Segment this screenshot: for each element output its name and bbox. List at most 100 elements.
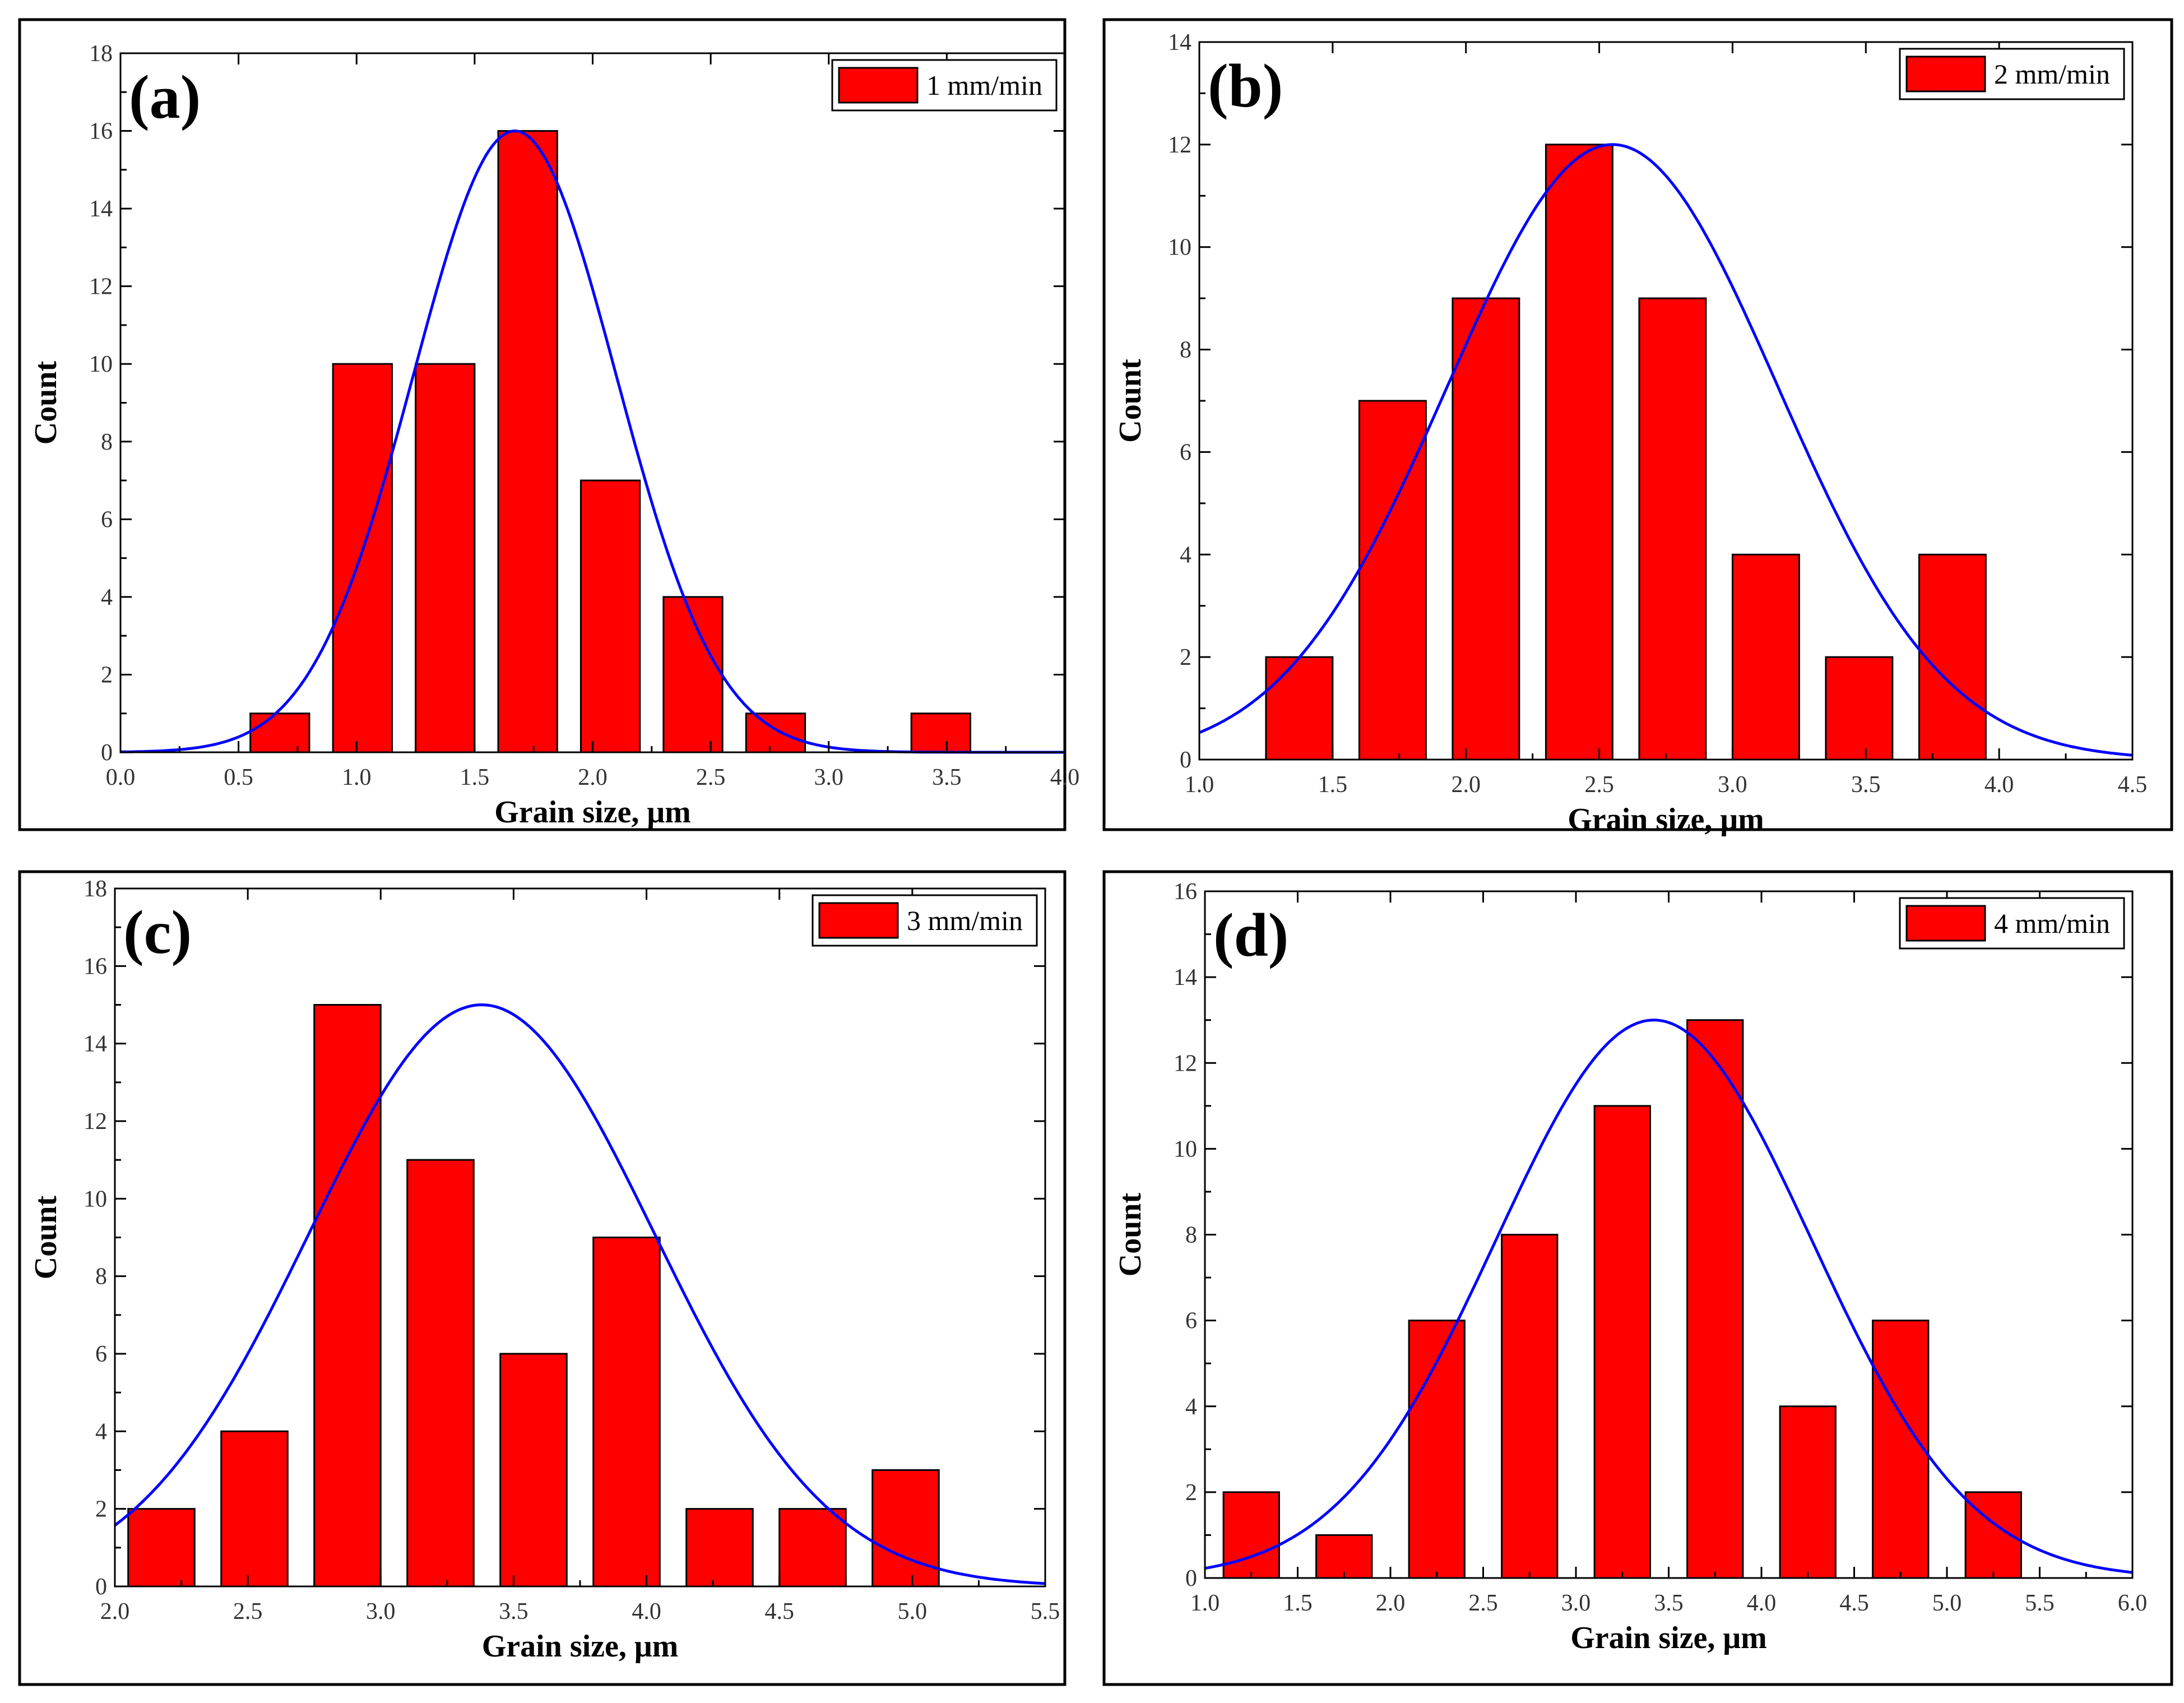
y-tick-label: 12 bbox=[1168, 132, 1191, 158]
y-tick-label: 4 bbox=[1180, 542, 1191, 568]
bar-4 bbox=[497, 130, 558, 753]
x-tick-label: 2.0 bbox=[578, 765, 608, 790]
y-tick-label: 14 bbox=[1168, 30, 1191, 55]
x-tick-label: 1.5 bbox=[1318, 772, 1348, 798]
bar-7 bbox=[745, 712, 806, 753]
x-axis-label: Grain size, μm bbox=[1570, 1621, 1767, 1655]
bar-5 bbox=[1593, 1105, 1651, 1579]
legend-swatch bbox=[818, 902, 899, 939]
x-tick-label: 4.0 bbox=[1747, 1590, 1777, 1616]
legend: 1 mm/min bbox=[831, 59, 1058, 112]
bar-8 bbox=[1918, 553, 1987, 761]
y-tick-label: 18 bbox=[84, 876, 107, 902]
x-axis: 1.0 1.5 2.0 2.5 3.0 3.5 4.0 4.5 bbox=[1185, 42, 2148, 798]
y-tick-label: 2 bbox=[1180, 645, 1191, 670]
y-tick-label: 6 bbox=[101, 507, 113, 533]
x-tick-label: 5.0 bbox=[898, 1599, 928, 1625]
y-tick-label: 4 bbox=[1185, 1394, 1197, 1420]
bar-4 bbox=[1501, 1234, 1559, 1579]
y-tick-label: 16 bbox=[1174, 879, 1197, 905]
y-tick-label: 6 bbox=[1185, 1308, 1197, 1334]
y-tick-label: 8 bbox=[101, 429, 113, 455]
legend: 2 mm/min bbox=[1899, 48, 2125, 100]
x-tick-label: 3.5 bbox=[932, 765, 962, 790]
x-tick-label: 3.0 bbox=[366, 1599, 396, 1625]
y-tick-label: 10 bbox=[84, 1186, 107, 1212]
bar-3 bbox=[415, 363, 476, 753]
x-axis: 2.0 2.5 3.0 3.5 4.0 4.5 5.0 5.5 bbox=[100, 888, 1060, 1625]
x-tick-label: 2.0 bbox=[1451, 772, 1481, 798]
bar-3 bbox=[1452, 297, 1520, 761]
y-tick-label: 10 bbox=[1168, 235, 1191, 261]
x-tick-label: 4.0 bbox=[1984, 772, 2014, 798]
x-tick-label: 3.5 bbox=[1654, 1590, 1684, 1616]
bar-1 bbox=[1222, 1491, 1280, 1579]
chart-panel-c: 2.0 2.5 3.0 3.5 4.0 4.5 5.0 5.5 0 2 4 6 8 10 12 14 16 18 G… bbox=[18, 870, 1067, 1686]
legend-label: 2 mm/min bbox=[1994, 58, 2110, 90]
x-tick-label: 2.5 bbox=[233, 1599, 263, 1625]
y-tick-label: 0 bbox=[1185, 1566, 1197, 1591]
x-tick-label: 4.5 bbox=[764, 1599, 794, 1625]
x-tick-label: 2.0 bbox=[1376, 1590, 1406, 1616]
x-tick-label: 4.0 bbox=[632, 1599, 661, 1625]
y-tick-label: 14 bbox=[1174, 965, 1197, 991]
y-tick-label: 8 bbox=[95, 1264, 107, 1290]
bar-5 bbox=[1638, 297, 1707, 761]
y-axis-label: Count bbox=[1113, 359, 1148, 443]
y-tick-label: 14 bbox=[84, 1031, 107, 1057]
x-tick-label: 4.5 bbox=[2118, 772, 2148, 798]
legend-swatch bbox=[1905, 905, 1986, 942]
legend-label: 3 mm/min bbox=[907, 905, 1023, 936]
bars bbox=[1222, 1019, 2022, 1579]
x-tick-label: 3.5 bbox=[499, 1599, 528, 1625]
y-tick-label: 12 bbox=[84, 1109, 107, 1135]
y-tick-label: 4 bbox=[101, 585, 113, 610]
x-tick-label: 3.5 bbox=[1851, 772, 1881, 798]
x-tick-label: 3.0 bbox=[814, 765, 844, 790]
bars bbox=[249, 130, 971, 753]
plot-area bbox=[1204, 890, 2134, 1579]
bar-8 bbox=[778, 1508, 847, 1588]
bar-5 bbox=[579, 479, 641, 753]
bar-7 bbox=[685, 1508, 754, 1588]
x-axis-label: Grain size, μm bbox=[1568, 802, 1764, 837]
x-tick-label: 4.5 bbox=[1839, 1590, 1869, 1616]
bars bbox=[127, 1004, 940, 1588]
y-axis-label: Count bbox=[29, 360, 63, 445]
y-tick-label: 0 bbox=[101, 740, 113, 766]
y-tick-label: 0 bbox=[1180, 747, 1191, 773]
fit-curve bbox=[114, 1003, 1046, 1585]
x-axis: 1.0 1.5 2.0 2.5 3.0 3.5 4.0 4.5 5.0 5.5 6.0 bbox=[1190, 891, 2147, 1616]
legend-swatch bbox=[838, 67, 919, 104]
legend: 3 mm/min bbox=[812, 894, 1038, 947]
legend: 4 mm/min bbox=[1899, 897, 2125, 950]
y-tick-label: 10 bbox=[89, 351, 113, 377]
y-tick-label: 12 bbox=[1174, 1051, 1197, 1076]
x-tick-label: 1.5 bbox=[1283, 1590, 1313, 1616]
x-axis: 0.0 0.5 1.0 1.5 2.0 2.5 3.0 3.5 4.0 bbox=[106, 53, 1080, 790]
bars bbox=[1265, 144, 1987, 761]
y-tick-label: 0 bbox=[95, 1574, 107, 1600]
x-tick-label: 3.0 bbox=[1561, 1590, 1591, 1616]
y-tick-label: 6 bbox=[1180, 439, 1191, 465]
x-tick-label: 4.0 bbox=[1050, 765, 1080, 790]
y-axis-label: Count bbox=[29, 1195, 63, 1279]
bar-7 bbox=[1825, 656, 1894, 761]
bar-4 bbox=[406, 1159, 475, 1588]
x-tick-label: 3.0 bbox=[1718, 772, 1747, 798]
panel-frame bbox=[1102, 870, 2173, 1686]
bar-6 bbox=[592, 1237, 661, 1588]
y-tick-label: 12 bbox=[89, 274, 113, 300]
legend-swatch bbox=[1905, 55, 1986, 92]
y-axis-label: Count bbox=[1113, 1192, 1148, 1276]
x-tick-label: 1.0 bbox=[342, 765, 372, 790]
y-tick-label: 8 bbox=[1185, 1223, 1197, 1248]
bar-1 bbox=[249, 712, 310, 753]
x-tick-label: 1.0 bbox=[1190, 1590, 1220, 1616]
bar-6 bbox=[1731, 553, 1800, 761]
y-tick-label: 2 bbox=[95, 1497, 107, 1522]
bar-2 bbox=[1315, 1534, 1373, 1579]
panel-label: (a) bbox=[129, 63, 201, 131]
x-tick-label: 5.5 bbox=[1031, 1599, 1060, 1625]
